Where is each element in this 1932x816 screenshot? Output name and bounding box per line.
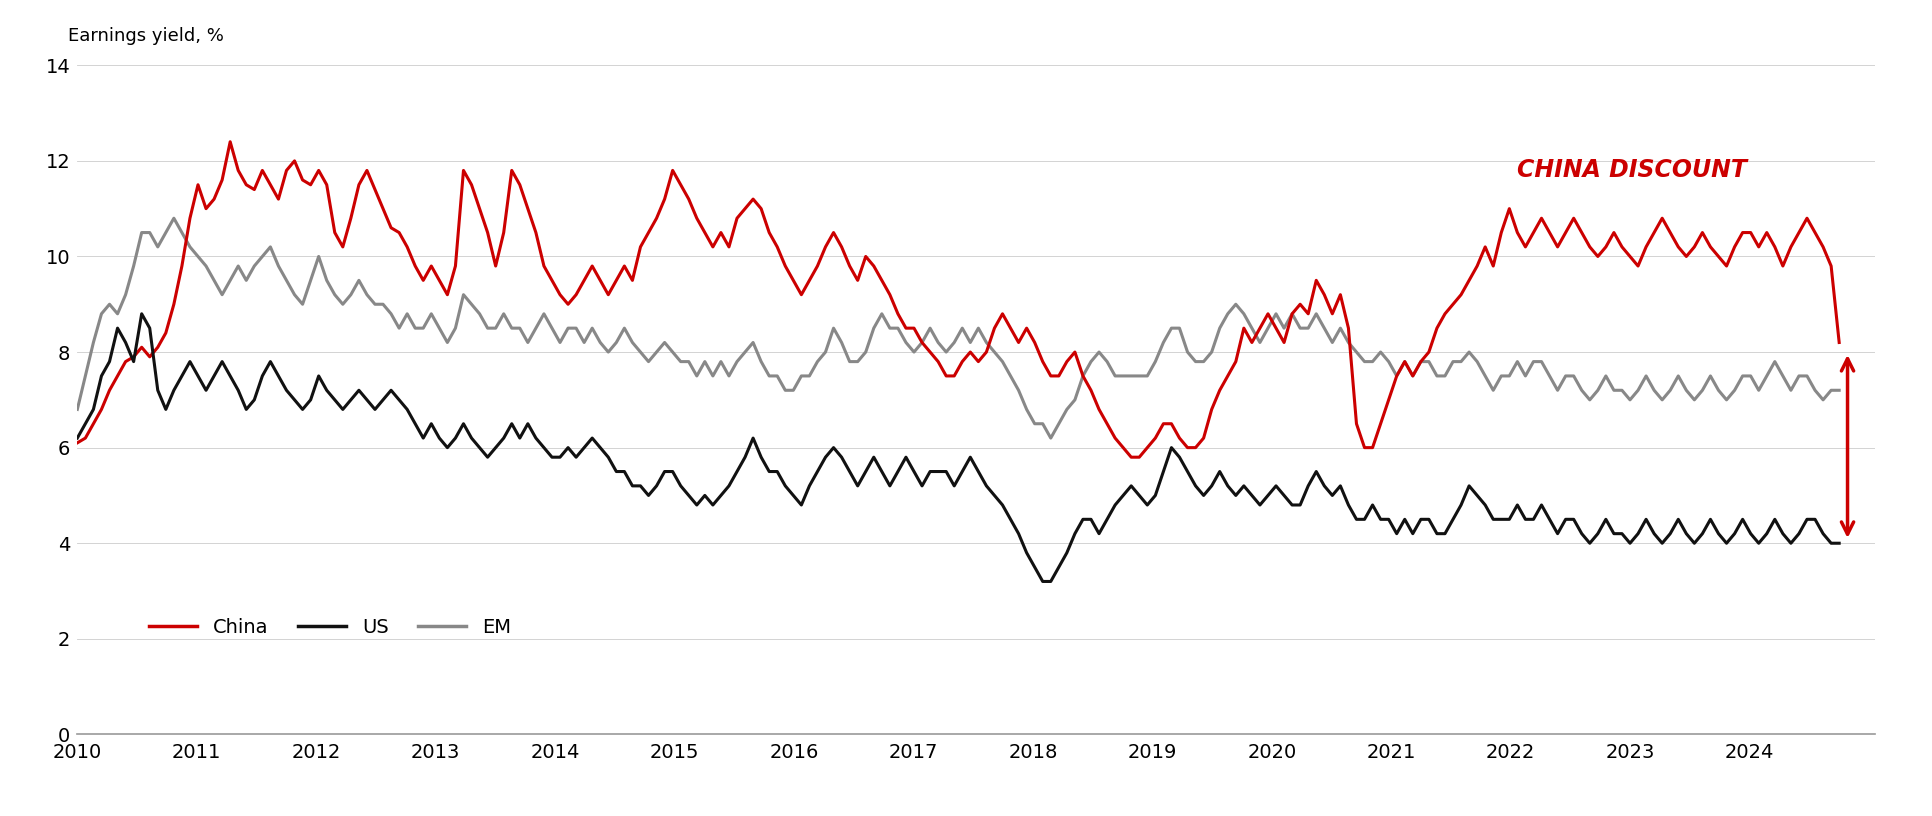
US (1658, 529, 1681, 539)
Text: CHINA DISCOUNT: CHINA DISCOUNT (1517, 158, 1747, 183)
Line: China: China (77, 142, 1837, 457)
Line: EM: EM (77, 218, 1837, 438)
China (1014, 323, 1037, 333)
China (1625, 261, 1648, 271)
EM (1826, 385, 1849, 395)
EM (1625, 385, 1648, 395)
EM (1658, 385, 1681, 395)
China (218, 137, 242, 147)
EM (162, 213, 185, 223)
China (1658, 228, 1681, 237)
China (1826, 338, 1849, 348)
US (556, 443, 580, 453)
US (1014, 548, 1037, 557)
China (1119, 452, 1142, 462)
EM (1039, 433, 1063, 443)
EM (556, 323, 580, 333)
Line: US: US (77, 314, 1837, 582)
China (589, 276, 612, 286)
EM (589, 338, 612, 348)
China (66, 438, 89, 448)
US (66, 433, 89, 443)
Legend: China, US, EM: China, US, EM (141, 610, 518, 645)
EM (1014, 405, 1037, 415)
US (1569, 529, 1592, 539)
EM (66, 405, 89, 415)
US (1030, 577, 1053, 587)
US (1826, 539, 1849, 548)
US (129, 309, 153, 319)
US (1625, 529, 1648, 539)
EM (1569, 385, 1592, 395)
US (589, 443, 612, 453)
China (556, 299, 580, 309)
Text: Earnings yield, %: Earnings yield, % (68, 27, 224, 45)
China (1569, 228, 1592, 237)
